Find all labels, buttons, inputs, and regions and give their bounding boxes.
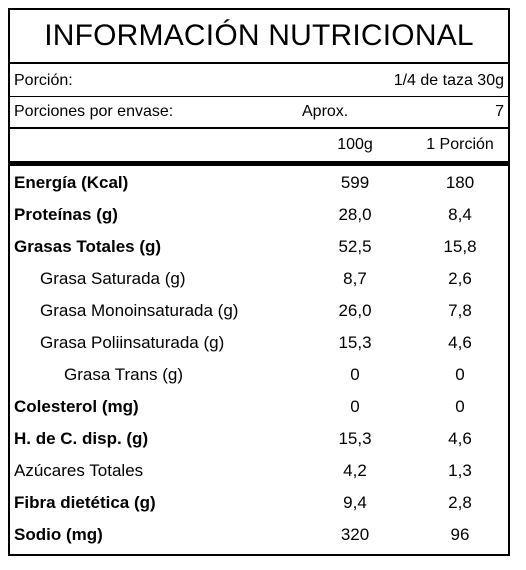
nutrient-name: Sodio (mg) — [14, 525, 103, 544]
nutrient-row-saturated-fat: Grasa Saturada (g) 8,7 2,6 — [10, 263, 508, 295]
nutrient-value-100g: 28,0 — [338, 205, 372, 224]
nutrient-row-protein: Proteínas (g) 28,0 8,4 — [10, 199, 508, 231]
nutrient-name: H. de C. disp. (g) — [14, 429, 149, 448]
nutrient-row-dietary-fiber: Fibra dietética (g) 9,4 2,8 — [10, 487, 508, 519]
nutrient-value-portion: 0 — [455, 397, 465, 416]
nutrient-value-portion: 96 — [450, 525, 470, 544]
serving-row: Porción: 1/4 de taza 30g — [10, 66, 508, 96]
nutrient-value-100g: 4,2 — [343, 461, 367, 480]
serving-divider — [10, 96, 508, 97]
column-header-100g: 100g — [337, 136, 373, 153]
nutrient-name: Azúcares Totales — [14, 461, 144, 480]
nutrient-name: Grasa Monoinsaturada (g) — [40, 301, 239, 320]
nutrient-value-100g: 320 — [340, 525, 370, 544]
nutrient-value-portion: 7,8 — [448, 301, 472, 320]
servings-per-container-row: Porciones por envase: Aprox. 7 — [10, 97, 508, 127]
nutrient-value-100g: 599 — [340, 173, 370, 192]
nutrient-row-total-sugars: Azúcares Totales 4,2 1,3 — [10, 455, 508, 487]
nutrient-value-portion: 4,6 — [448, 429, 472, 448]
nutrient-row-polyunsaturated-fat: Grasa Poliinsaturada (g) 15,3 4,6 — [10, 327, 508, 359]
nutrient-value-portion: 8,4 — [448, 205, 472, 224]
nutrient-name: Grasa Trans (g) — [64, 365, 184, 384]
nutrient-row-total-fat: Grasas Totales (g) 52,5 15,8 — [10, 231, 508, 263]
nutrient-name: Grasa Poliinsaturada (g) — [40, 333, 225, 352]
nutrient-row-energy: Energía (Kcal) 599 180 — [10, 167, 508, 199]
nutrient-row-carbohydrates: H. de C. disp. (g) 15,3 4,6 — [10, 423, 508, 455]
nutrient-row-monounsaturated-fat: Grasa Monoinsaturada (g) 26,0 7,8 — [10, 295, 508, 327]
nutrient-value-portion: 0 — [455, 365, 465, 384]
nutrient-value-portion: 2,8 — [448, 493, 472, 512]
nutrient-name: Energía (Kcal) — [14, 173, 129, 192]
serving-label: Porción: — [14, 72, 73, 89]
nutrient-value-portion: 1,3 — [448, 461, 472, 480]
servings-approx-label: Aprox. — [302, 103, 349, 120]
nutrient-value-100g: 15,3 — [338, 333, 372, 352]
nutrient-name: Grasas Totales (g) — [14, 237, 162, 256]
servings-per-container-value: 7 — [495, 103, 504, 120]
nutrition-facts-panel: INFORMACIÓN NUTRICIONAL Porción: 1/4 de … — [8, 8, 510, 556]
servings-per-container-label: Porciones por envase: — [14, 103, 174, 120]
nutrient-value-100g: 0 — [350, 397, 360, 416]
nutrient-value-100g: 9,4 — [343, 493, 367, 512]
nutrient-value-100g: 8,7 — [343, 269, 367, 288]
nutrient-value-portion: 15,8 — [443, 237, 477, 256]
thick-divider — [10, 161, 508, 166]
nutrient-name: Fibra dietética (g) — [14, 493, 156, 512]
nutrient-value-100g: 0 — [350, 365, 360, 384]
nutrient-value-portion: 2,6 — [448, 269, 472, 288]
nutrient-row-sodium: Sodio (mg) 320 96 — [10, 519, 508, 551]
panel-title: INFORMACIÓN NUTRICIONAL — [44, 19, 474, 52]
nutrient-value-100g: 26,0 — [338, 301, 372, 320]
column-header-row: 100g 1 Porción — [10, 129, 508, 161]
title-divider — [10, 62, 508, 64]
header-divider — [10, 127, 508, 129]
nutrient-row-cholesterol: Colesterol (mg) 0 0 — [10, 391, 508, 423]
nutrient-value-100g: 52,5 — [338, 237, 372, 256]
nutrient-row-trans-fat: Grasa Trans (g) 0 0 — [10, 359, 508, 391]
nutrient-value-portion: 4,6 — [448, 333, 472, 352]
nutrient-name: Colesterol (mg) — [14, 397, 139, 416]
nutrient-name: Grasa Saturada (g) — [40, 269, 186, 288]
nutrient-value-100g: 15,3 — [338, 429, 372, 448]
nutrient-name: Proteínas (g) — [14, 205, 118, 224]
nutrient-value-portion: 180 — [445, 173, 475, 192]
column-header-portion: 1 Porción — [426, 136, 494, 153]
serving-value: 1/4 de taza 30g — [393, 72, 504, 89]
